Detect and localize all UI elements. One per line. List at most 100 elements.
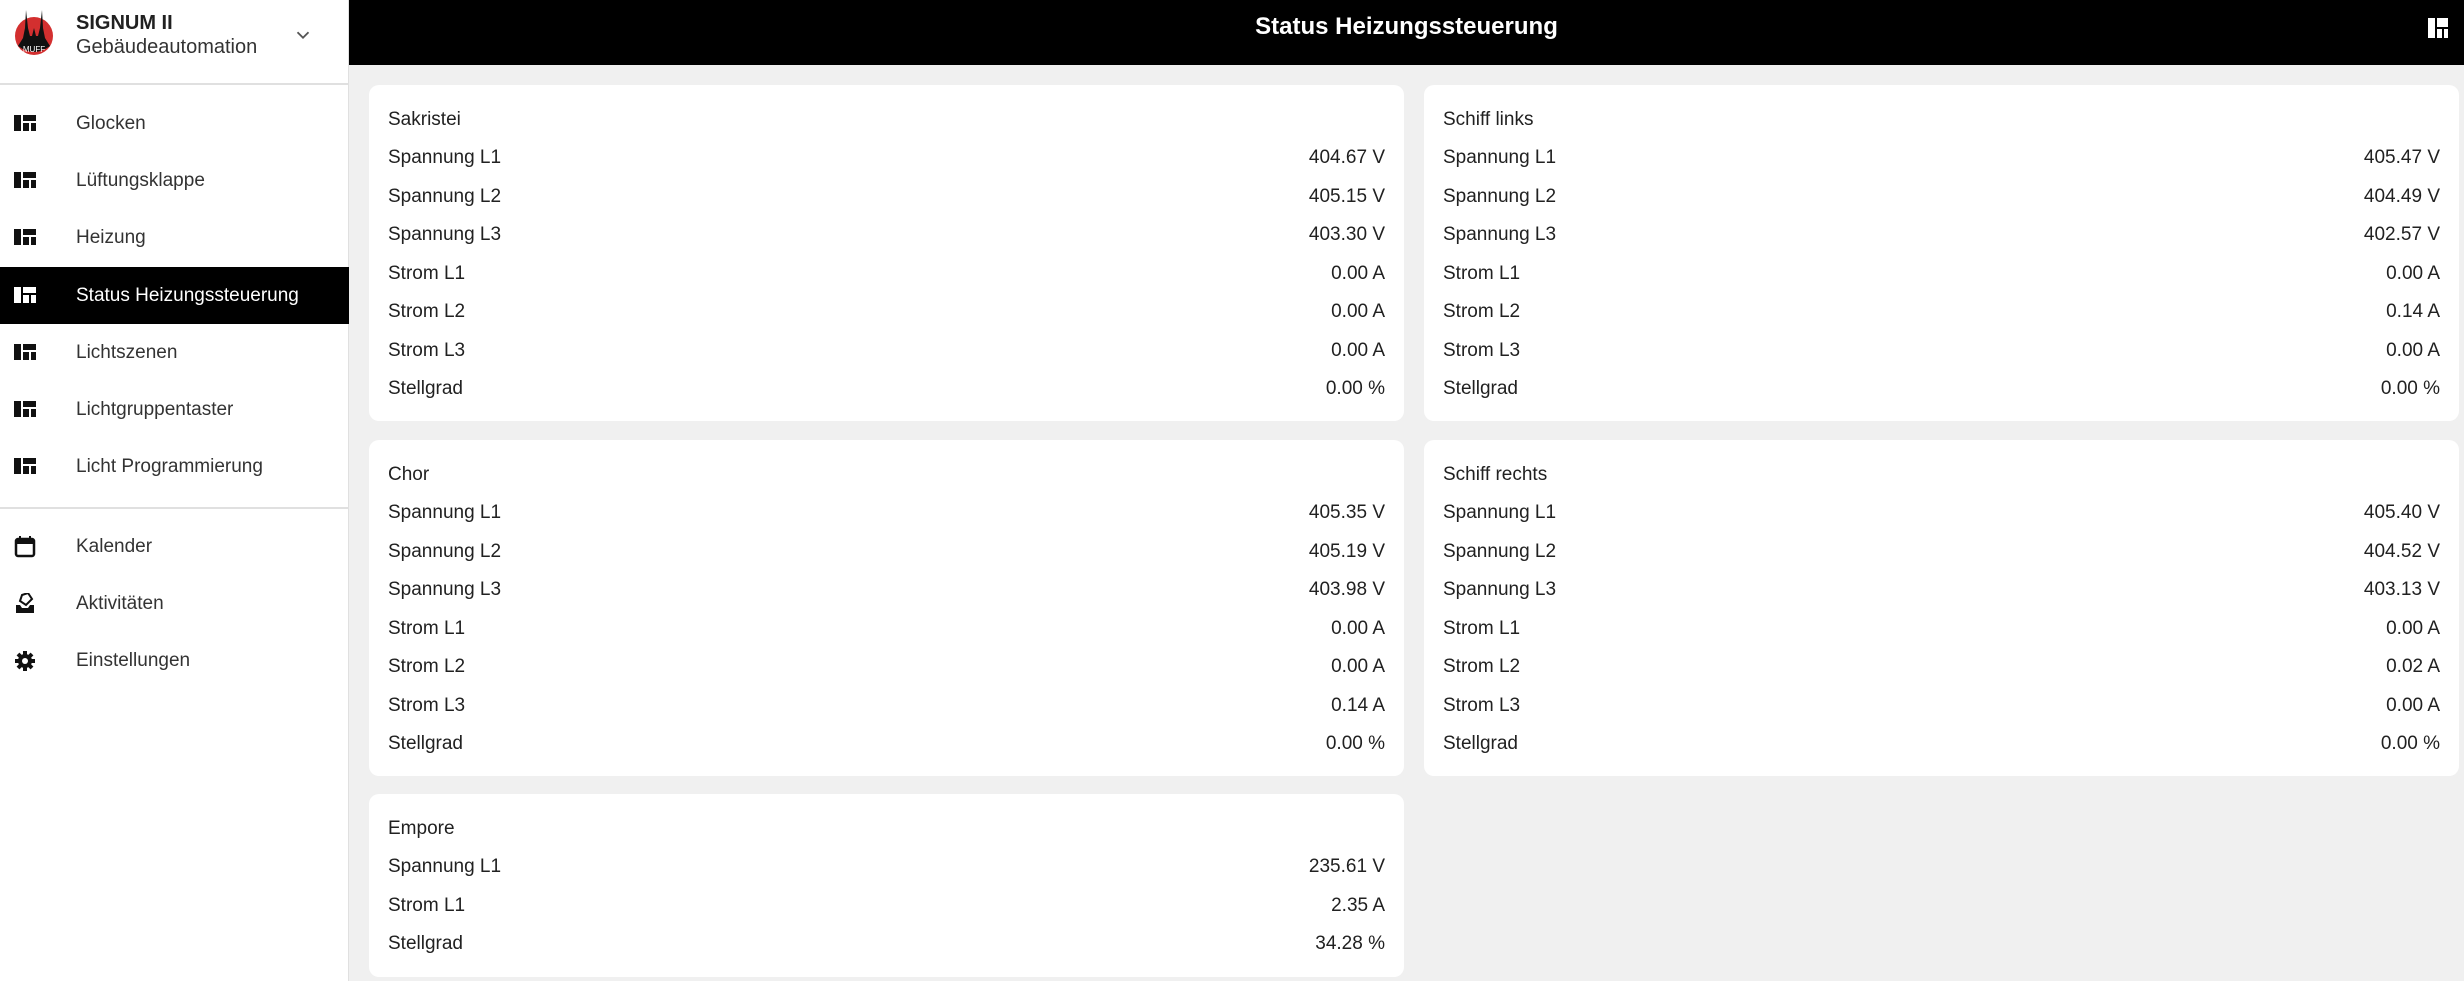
sensor-row[interactable]: Strom L2 0.00 A — [388, 293, 1385, 332]
sensor-value: 34.28 % — [1315, 933, 1385, 954]
sensor-row[interactable]: Strom L3 0.00 A — [1443, 687, 2440, 726]
sidebar-item-label: Aktivitäten — [76, 592, 164, 614]
sensor-row[interactable]: Strom L2 0.02 A — [1443, 648, 2440, 687]
sensor-row[interactable]: Strom L1 0.00 A — [1443, 255, 2440, 294]
sensor-row[interactable]: Strom L2 0.00 A — [388, 648, 1385, 687]
sensor-label: Strom L1 — [1443, 262, 1521, 284]
sensor-value: 0.00 % — [2380, 378, 2440, 399]
sensor-label: Stellgrad — [388, 733, 463, 754]
top-bar: Status Heizungssteuerung — [349, 0, 2464, 65]
sidebar-divider — [0, 507, 349, 509]
chevron-down-icon[interactable] — [292, 24, 314, 46]
sensor-row[interactable]: Strom L1 0.00 A — [388, 255, 1385, 294]
sensor-row[interactable]: Stellgrad 0.00 % — [1443, 370, 2440, 409]
sensor-value: 0.14 A — [1331, 694, 1385, 716]
sensor-value: 0.00 A — [2386, 262, 2440, 284]
sidebar-item-licht-programmierung[interactable]: Licht Programmierung — [0, 438, 349, 495]
sensor-value: 0.00 A — [2386, 617, 2440, 639]
sensor-row[interactable]: Strom L2 0.14 A — [1443, 293, 2440, 332]
sidebar-item-label: Einstellungen — [76, 649, 191, 671]
dashboard-icon[interactable] — [2428, 18, 2448, 38]
sensor-row[interactable]: Stellgrad 0.00 % — [388, 725, 1385, 764]
sensor-label: Strom L3 — [388, 694, 466, 716]
sensor-row[interactable]: Spannung L1 405.40 V — [1443, 494, 2440, 533]
sensor-value: 0.00 % — [2380, 733, 2440, 754]
sensor-label: Spannung L3 — [1443, 224, 1557, 245]
sensor-label: Spannung L2 — [1443, 185, 1557, 207]
sensor-row[interactable]: Spannung L3 403.13 V — [1443, 571, 2440, 610]
sensor-label: Spannung L1 — [388, 147, 502, 168]
sidebar-header[interactable]: MUFF SIGNUM II Gebäudeautomation — [0, 0, 348, 85]
sensor-value: 0.02 A — [2386, 656, 2440, 677]
sensor-value: 0.00 A — [1331, 262, 1385, 284]
sensor-value: 0.14 A — [2386, 301, 2440, 322]
sensor-value: 402.57 V — [2363, 224, 2440, 245]
sidebar-item-heizung[interactable]: Heizung — [0, 209, 349, 266]
sensor-row[interactable]: Spannung L2 404.52 V — [1443, 533, 2440, 572]
status-card-schiff-links: Schiff links Spannung L1 405.47 V Spannung … — [1424, 85, 2459, 421]
sensor-row[interactable]: Spannung L1 405.35 V — [388, 494, 1385, 533]
sidebar-item-lüftungsklappe[interactable]: Lüftungsklappe — [0, 152, 349, 209]
sensor-row[interactable]: Strom L3 0.00 A — [1443, 332, 2440, 371]
sensor-row[interactable]: Strom L1 0.00 A — [1443, 610, 2440, 649]
sensor-row[interactable]: Spannung L2 405.15 V — [388, 178, 1385, 217]
sidebar-item-label: Status Heizungssteuerung — [76, 284, 299, 306]
sensor-row[interactable]: Strom L1 0.00 A — [388, 610, 1385, 649]
sensor-value: 0.00 A — [2386, 339, 2440, 361]
sidebar-item-glocken[interactable]: Glocken — [0, 95, 349, 152]
sidebar-item-label: Lichtgruppentaster — [76, 398, 234, 420]
sensor-row[interactable]: Spannung L3 402.57 V — [1443, 216, 2440, 255]
sidebar-item-kalender[interactable]: Kalender — [0, 518, 349, 575]
sensor-row[interactable]: Spannung L1 404.67 V — [388, 139, 1385, 178]
sensor-label: Strom L1 — [388, 894, 466, 916]
sensor-row[interactable]: Spannung L2 405.19 V — [388, 533, 1385, 572]
sensor-value: 405.40 V — [2363, 502, 2440, 523]
sidebar-item-aktivitäten[interactable]: Aktivitäten — [0, 575, 349, 632]
dashboard-icon — [14, 229, 36, 245]
sensor-row[interactable]: Stellgrad 0.00 % — [388, 370, 1385, 409]
sensor-row[interactable]: Spannung L3 403.30 V — [388, 216, 1385, 255]
dashboard-icon — [14, 344, 36, 360]
sensor-value: 0.00 % — [1325, 733, 1385, 754]
calendar-icon — [14, 536, 36, 558]
sensor-label: Spannung L1 — [1443, 502, 1557, 523]
sidebar-item-lichtgruppentaster[interactable]: Lichtgruppentaster — [0, 381, 349, 438]
sensor-label: Strom L1 — [1443, 617, 1521, 639]
status-card-schiff-rechts: Schiff rechts Spannung L1 405.40 V Spannung… — [1424, 440, 2459, 776]
sensor-label: Strom L3 — [1443, 339, 1521, 361]
sidebar-item-label: Licht Programmierung — [76, 455, 263, 477]
card-title: Empore — [388, 818, 455, 839]
logbook-icon — [16, 593, 34, 613]
card-title: Schiff links — [1443, 109, 1534, 130]
sensor-row[interactable]: Spannung L1 405.47 V — [1443, 139, 2440, 178]
sensor-row[interactable]: Spannung L3 403.98 V — [388, 571, 1385, 610]
sensor-row[interactable]: Spannung L1 235.61 V — [388, 848, 1385, 887]
sensor-value: 405.47 V — [2363, 147, 2440, 168]
sensor-value: 405.35 V — [1308, 502, 1385, 523]
sensor-label: Stellgrad — [388, 933, 463, 954]
sidebar-item-einstellungen[interactable]: Einstellungen — [0, 632, 349, 689]
sensor-label: Spannung L3 — [388, 224, 502, 245]
dashboard-icon — [14, 115, 36, 131]
sensor-label: Spannung L1 — [1443, 147, 1557, 168]
sensor-value: 0.00 A — [2386, 694, 2440, 716]
svg-text:MUFF: MUFF — [23, 45, 45, 54]
card-title: Chor — [388, 464, 430, 485]
card-title: Schiff rechts — [1443, 464, 1548, 485]
sensor-label: Strom L1 — [388, 617, 466, 639]
sensor-value: 0.00 A — [1331, 617, 1385, 639]
sensor-row[interactable]: Spannung L2 404.49 V — [1443, 178, 2440, 217]
sidebar-item-status-heizungssteuerung[interactable]: Status Heizungssteuerung — [0, 267, 349, 324]
sensor-row[interactable]: Strom L3 0.00 A — [388, 332, 1385, 371]
sidebar-item-lichtszenen[interactable]: Lichtszenen — [0, 324, 349, 381]
sensor-row[interactable]: Stellgrad 0.00 % — [1443, 725, 2440, 764]
dashboard-icon — [14, 458, 36, 474]
sidebar-item-label: Lichtszenen — [76, 341, 178, 363]
sensor-label: Stellgrad — [1443, 378, 1518, 399]
sensor-row[interactable]: Strom L1 2.35 A — [388, 887, 1385, 926]
sensor-row[interactable]: Stellgrad 34.28 % — [388, 925, 1385, 964]
app-title: SIGNUM II — [76, 12, 173, 34]
sensor-row[interactable]: Strom L3 0.14 A — [388, 687, 1385, 726]
sensor-label: Spannung L1 — [388, 502, 502, 523]
